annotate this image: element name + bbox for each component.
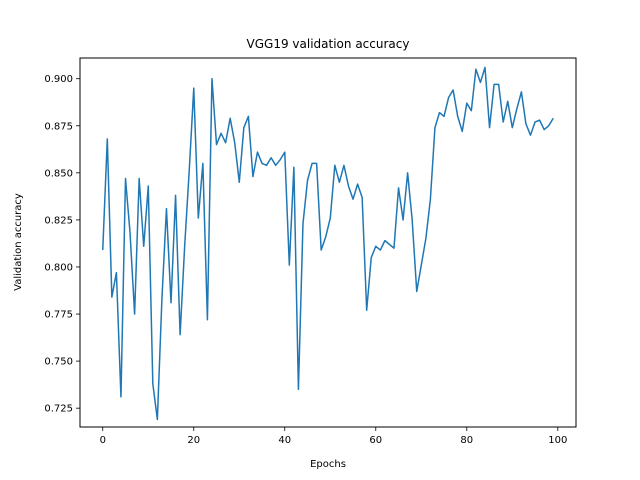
y-tick-label: 0.825	[44, 215, 73, 226]
y-tick-label: 0.725	[44, 404, 73, 415]
x-tick-label: 20	[187, 435, 200, 446]
y-tick-label: 0.750	[44, 357, 73, 368]
y-axis: 0.725 0.750 0.775 0.800 0.825 0.850 0.875 0.900	[44, 74, 80, 415]
chart-title: VGG19 validation accuracy	[247, 37, 410, 51]
x-axis: 0 20 40 60 80 100	[100, 427, 567, 446]
x-tick-label: 40	[278, 435, 291, 446]
y-tick-label: 0.775	[44, 310, 73, 321]
x-axis-label: Epochs	[310, 459, 346, 470]
y-tick-label: 0.875	[44, 121, 73, 132]
plot-area	[102, 66, 554, 421]
y-tick-label: 0.800	[44, 262, 73, 273]
x-tick-label: 100	[548, 435, 567, 446]
axes-frame	[79, 57, 577, 428]
x-tick-label: 80	[460, 435, 473, 446]
x-tick-label: 60	[369, 435, 382, 446]
y-tick-label: 0.850	[44, 168, 73, 179]
y-tick-label: 0.900	[44, 74, 73, 85]
series-line-validation-accuracy	[102, 66, 554, 421]
y-axis-label: Validation accuracy	[13, 193, 24, 291]
x-tick-label: 0	[100, 435, 106, 446]
